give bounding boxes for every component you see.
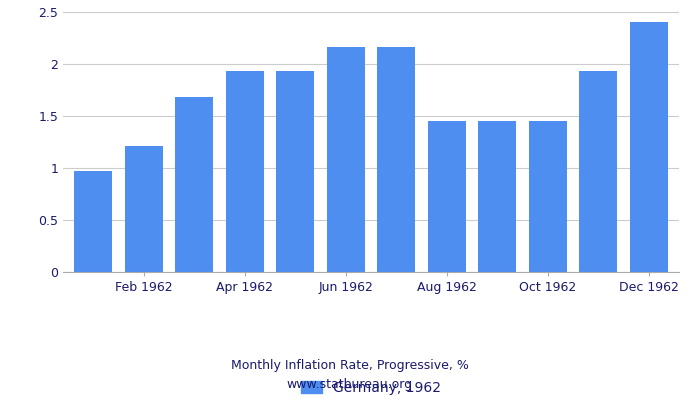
Text: Monthly Inflation Rate, Progressive, %: Monthly Inflation Rate, Progressive, % [231, 360, 469, 372]
Bar [630, 22, 668, 272]
Text: www.statbureau.org: www.statbureau.org [287, 378, 413, 391]
Bar [226, 71, 264, 272]
Bar [478, 121, 516, 272]
Bar [528, 121, 567, 272]
Bar [580, 71, 617, 272]
Bar [74, 171, 112, 272]
Bar [175, 97, 214, 272]
Bar [377, 47, 415, 272]
Bar [327, 47, 365, 272]
Bar [276, 71, 314, 272]
Bar [125, 146, 162, 272]
Legend: Germany, 1962: Germany, 1962 [295, 375, 447, 400]
Bar [428, 121, 466, 272]
